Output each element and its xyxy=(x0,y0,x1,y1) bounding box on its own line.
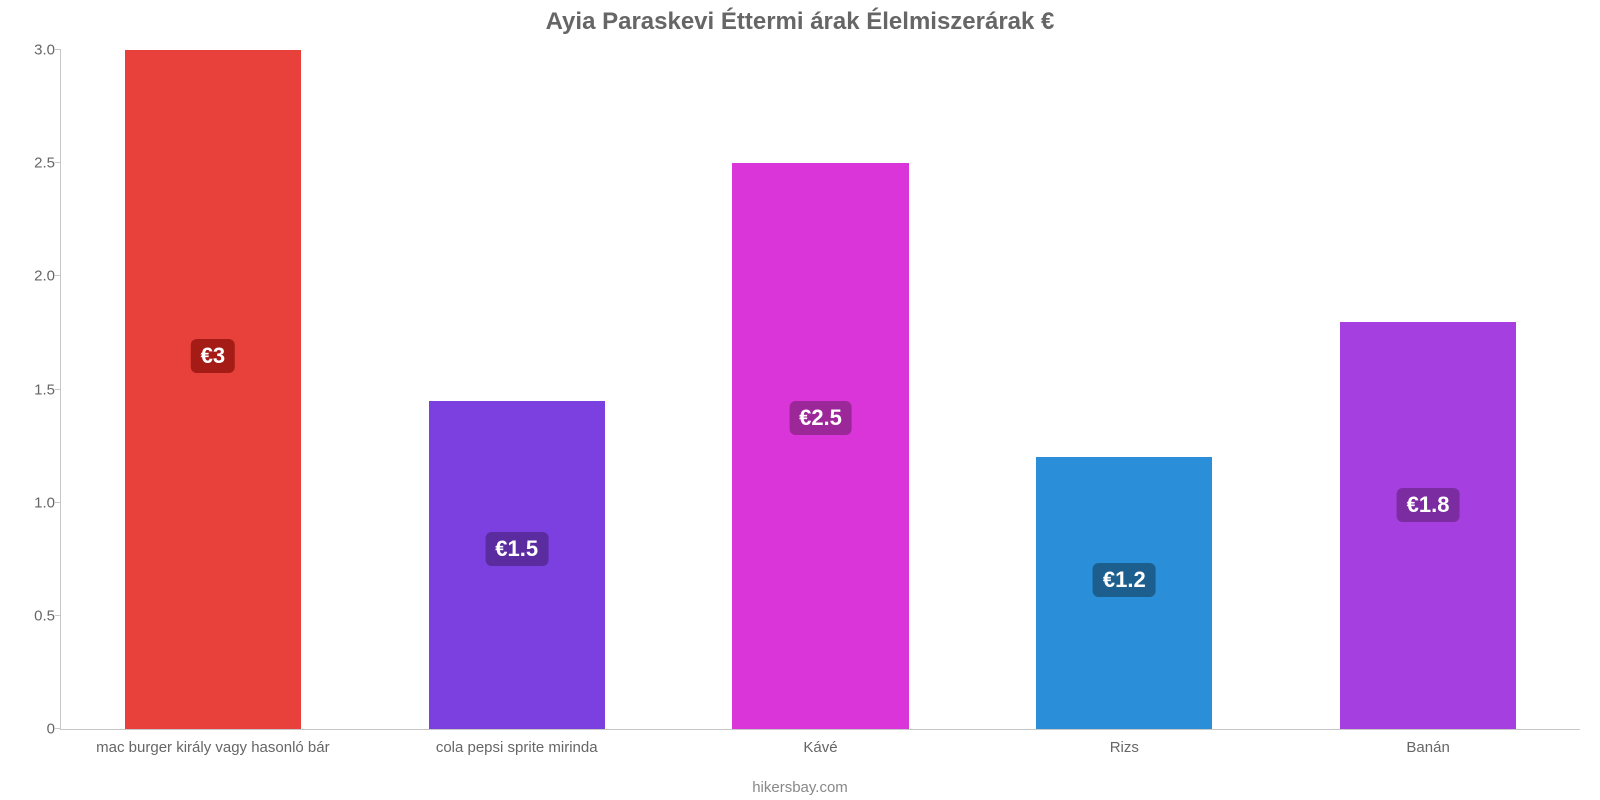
chart-credit: hikersbay.com xyxy=(0,779,1600,796)
bar xyxy=(125,50,301,729)
value-badge: €1.2 xyxy=(1093,563,1156,597)
value-badge: €1.5 xyxy=(485,532,548,566)
plot-area: 00.51.01.52.02.53.0€3mac burger király v… xyxy=(60,50,1580,730)
value-badge: €3 xyxy=(191,339,235,373)
y-tick-label: 1.5 xyxy=(11,381,55,398)
x-category-label: Rizs xyxy=(1110,739,1139,756)
chart-title: Ayia Paraskevi Éttermi árak Élelmiszerár… xyxy=(0,8,1600,36)
y-tick-mark xyxy=(55,162,61,163)
y-tick-mark xyxy=(55,49,61,50)
x-category-label: Banán xyxy=(1406,739,1449,756)
y-tick-label: 2.0 xyxy=(11,268,55,285)
y-tick-mark xyxy=(55,615,61,616)
y-tick-label: 3.0 xyxy=(11,42,55,59)
x-category-label: cola pepsi sprite mirinda xyxy=(436,739,598,756)
y-tick-mark xyxy=(55,389,61,390)
value-badge: €2.5 xyxy=(789,401,852,435)
y-tick-label: 1.0 xyxy=(11,494,55,511)
y-tick-label: 0.5 xyxy=(11,607,55,624)
y-tick-mark xyxy=(55,728,61,729)
x-category-label: Kávé xyxy=(803,739,837,756)
y-tick-label: 2.5 xyxy=(11,155,55,172)
y-tick-label: 0 xyxy=(11,721,55,738)
price-bar-chart: Ayia Paraskevi Éttermi árak Élelmiszerár… xyxy=(0,0,1600,800)
bar xyxy=(1340,322,1516,729)
x-category-label: mac burger király vagy hasonló bár xyxy=(96,739,329,756)
bar xyxy=(732,163,908,729)
value-badge: €1.8 xyxy=(1397,488,1460,522)
y-tick-mark xyxy=(55,502,61,503)
y-tick-mark xyxy=(55,275,61,276)
